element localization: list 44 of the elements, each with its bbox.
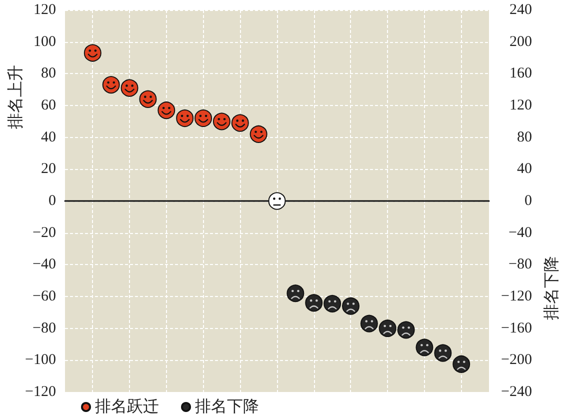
y-tick-label: −60: [32, 288, 56, 304]
y-tick-label: −80: [32, 320, 56, 336]
y2-tick-label: −40: [508, 224, 532, 241]
point: [378, 320, 396, 338]
point: [176, 109, 194, 127]
point: [102, 76, 120, 94]
legend-label: 排名跃迁: [95, 398, 159, 416]
y2-tick-label: 120: [510, 98, 532, 114]
point: [158, 102, 176, 120]
point: [324, 294, 342, 312]
legend-label: 排名下降: [195, 398, 259, 416]
y2-tick-label: 80: [517, 129, 532, 146]
y-tick-label: 100: [34, 34, 56, 50]
point: [268, 192, 286, 210]
point: [452, 355, 470, 373]
y2-tick-label: −240: [501, 384, 532, 400]
y-tick-label: 80: [41, 66, 56, 82]
y-tick-label: −20: [32, 224, 56, 241]
y2-tick-label: 240: [510, 2, 532, 18]
y2-tick-label: 160: [510, 66, 532, 82]
y-tick-label: 20: [41, 161, 56, 178]
point: [342, 297, 360, 315]
point: [434, 344, 452, 362]
y2-tick-label: −200: [501, 352, 532, 368]
point: [286, 284, 304, 302]
y2-tick-label: −120: [501, 288, 532, 304]
y-tick-label: 60: [41, 98, 56, 114]
y-axis-title: 排名上升: [6, 65, 24, 129]
y-tick-label: 120: [34, 2, 56, 18]
y-tick-label: −120: [25, 384, 56, 400]
point: [305, 294, 323, 312]
y2-tick-label: 0: [524, 193, 532, 209]
y2-axis-title: 排名下降: [542, 256, 560, 320]
y-tick-label: 0: [48, 193, 56, 209]
point: [194, 109, 212, 127]
y-tick-label: −40: [32, 256, 56, 273]
y2-tick-label: 200: [510, 34, 532, 50]
y2-tick-label: −160: [501, 320, 532, 336]
point: [397, 321, 415, 339]
y2-tick-label: −80: [508, 256, 532, 273]
y-tick-label: 40: [41, 129, 56, 146]
y2-tick-label: 40: [517, 161, 532, 178]
point: [360, 314, 378, 332]
y-tick-label: −100: [25, 352, 56, 368]
